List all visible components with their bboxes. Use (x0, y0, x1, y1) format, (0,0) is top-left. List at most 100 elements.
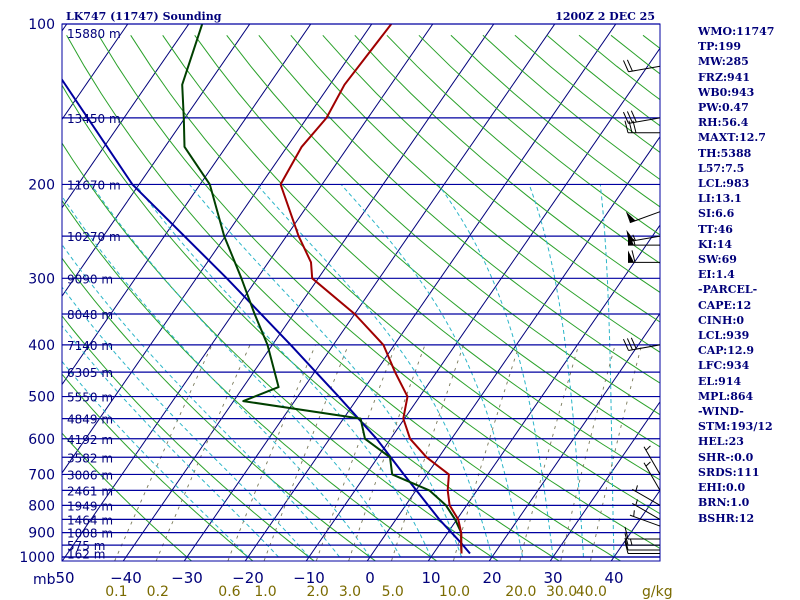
wind-barb-half-feather (630, 539, 633, 546)
wind-barb (628, 250, 660, 263)
sounding-index-item: CAPE:12 (698, 298, 752, 312)
height-label: 6305 m (67, 366, 113, 380)
mixing-ratio-line (114, 344, 213, 561)
mixing-ratio-unit-label: g/kg (642, 584, 673, 600)
mixing-ratio-label: 30.0 (546, 584, 577, 600)
mixing-ratio-line (155, 344, 251, 561)
sounding-index-item: TH:5388 (698, 146, 752, 160)
mixing-ratio-label: 0.1 (105, 584, 127, 600)
isotherm-line (62, 24, 68, 32)
sounding-index-item: CINH:0 (698, 313, 745, 327)
sounding-index-item: SI:6.6 (698, 207, 735, 221)
sounding-index-item: MW:285 (698, 55, 749, 69)
pressure-tick-label: 600 (28, 432, 55, 448)
dry-adiabat (62, 199, 438, 561)
dry-adiabat (386, 34, 660, 264)
temperature-tick-label: 50 (55, 569, 74, 587)
wind-barb-feather (622, 111, 629, 124)
wind-barb-feather (630, 337, 637, 350)
mixing-ratio-label: 2.0 (307, 584, 329, 600)
wind-barb (622, 110, 661, 124)
mixing-ratio-line (227, 344, 316, 561)
dry-adiabat (226, 34, 660, 416)
sounding-index-item: TP:199 (698, 40, 742, 54)
height-label: 11670 m (67, 178, 121, 192)
temperature-tick-label: −20 (232, 569, 264, 587)
sounding-index-item: BSHR:12 (698, 511, 755, 525)
dry-adiabat (194, 35, 660, 448)
height-label: 15880 m (67, 27, 121, 41)
dry-adiabat (322, 34, 660, 323)
wind-barb-pennant (628, 250, 634, 263)
pressure-tick-label: 800 (28, 498, 55, 514)
isotherm-line (366, 135, 660, 561)
pressure-tick-label: 100 (28, 17, 55, 33)
mixing-ratio-label: 10.0 (439, 584, 470, 600)
sounding-index-item: -PARCEL- (698, 283, 758, 297)
sounding-index-item: STM:193/12 (698, 420, 773, 434)
wind-barb (626, 229, 661, 243)
temperature-tick-label: 40 (604, 569, 623, 587)
mixing-ratio-label: 0.2 (147, 584, 169, 600)
mixing-ratio-label: 3.0 (339, 584, 361, 600)
height-label: 4849 m (67, 413, 113, 427)
mixing-ratio-label: 40.0 (576, 584, 607, 600)
height-label: 4192 m (67, 433, 113, 447)
wind-barb-half-feather (635, 499, 638, 506)
temperature-tick-label: 10 (421, 569, 440, 587)
pressure-unit-label: mb (33, 572, 56, 588)
profiles (62, 24, 471, 555)
wind-barb-half-feather (645, 445, 651, 451)
sounding-index-item: CAP:12.9 (698, 344, 755, 358)
mixing-ratio-line (263, 344, 349, 561)
moist-adiabat (189, 184, 462, 558)
mixing-ratio-line (315, 344, 397, 561)
height-label: 13450 m (67, 112, 121, 126)
isotherm-line (62, 24, 312, 386)
mixing-ratio-label: 0.6 (218, 584, 240, 600)
isotherm-line (62, 24, 129, 121)
wind-barb-half-feather (632, 234, 636, 241)
sounding-indices-list: WMO:11747 TP:199 MW:285 FRZ:941 WB0:943 PW:0.… (698, 24, 774, 526)
wind-barb-feather (624, 120, 629, 133)
wind-barb-feather (624, 541, 629, 554)
wind-barb-feather (624, 526, 629, 540)
sounding-index-item: MPL:864 (698, 389, 754, 403)
height-label: 2461 m (67, 484, 113, 498)
dry-adiabat (62, 257, 377, 561)
wind-barb-feather (624, 537, 629, 551)
sounding-time: 1200Z 2 DEC 25 (555, 10, 655, 23)
dewpoint-trace (181, 24, 463, 554)
sounding-index-item: WMO:11747 (698, 25, 775, 38)
wind-barb-feather (626, 338, 633, 350)
isotherm-line (62, 24, 190, 209)
dry-adiabat (258, 34, 660, 384)
wind-barb (632, 499, 661, 520)
sounding-index-item: MAXT:12.7 (698, 131, 766, 145)
wind-barb-half-feather (635, 485, 638, 492)
height-label: 9090 m (67, 272, 113, 286)
plot-border (61, 23, 661, 562)
height-label: 5550 m (67, 391, 113, 405)
dry-adiabat (62, 315, 316, 561)
dry-adiabat (62, 432, 193, 561)
sounding-index-item: RH:56.4 (698, 116, 749, 130)
sounding-index-item: EL:914 (698, 374, 742, 388)
pressure-tick-label: 200 (28, 177, 55, 193)
moist-adiabat (528, 184, 584, 558)
mixing-ratio-label: 1.0 (254, 584, 276, 600)
height-label: 3582 m (67, 451, 113, 465)
wind-barb (622, 59, 661, 73)
sounding-index-item: TT:46 (698, 222, 733, 236)
mixing-ratio-line (519, 344, 580, 561)
isotherm-line (62, 24, 251, 298)
mixing-ratio-line (452, 344, 520, 561)
wind-barb-feather (624, 533, 629, 546)
wind-barb-staff (632, 488, 661, 506)
height-label: 575 m (67, 539, 105, 553)
dry-adiabat (62, 142, 499, 561)
wind-barb-staff (643, 462, 661, 491)
temperature-tick-label: −30 (171, 569, 203, 587)
